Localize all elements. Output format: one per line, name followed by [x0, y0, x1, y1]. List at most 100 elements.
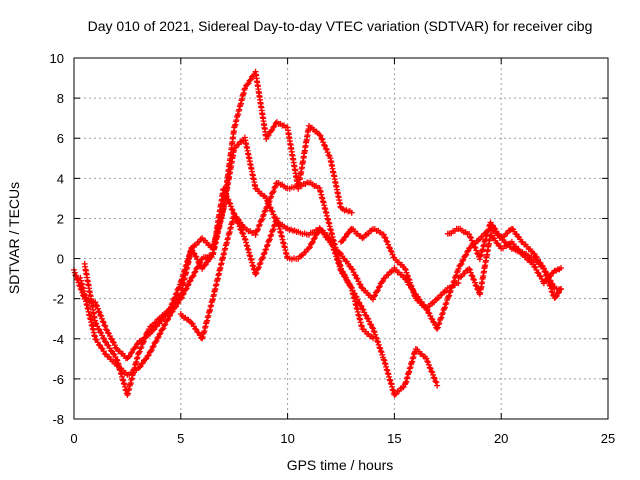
data-point — [339, 237, 346, 244]
data-point — [138, 360, 145, 367]
data-point — [244, 81, 251, 88]
x-tick-label: 25 — [601, 431, 615, 446]
data-point — [252, 231, 259, 238]
data-point — [256, 221, 263, 228]
data-point — [424, 358, 431, 365]
data-point — [372, 334, 379, 341]
data-point — [474, 285, 481, 292]
data-point — [168, 309, 175, 316]
data-point — [340, 271, 347, 278]
data-point — [133, 341, 140, 348]
data-point — [536, 272, 543, 279]
data-point — [112, 344, 119, 351]
data-point — [149, 327, 156, 334]
data-point — [228, 206, 235, 213]
data-point — [225, 197, 232, 204]
data-point — [467, 234, 474, 241]
data-point — [190, 249, 197, 256]
data-point — [270, 124, 277, 131]
data-point — [345, 230, 352, 237]
data-point — [221, 187, 228, 194]
y-tick-label: -6 — [52, 372, 64, 387]
data-point — [266, 236, 273, 243]
data-point — [379, 351, 386, 358]
data-point — [370, 335, 377, 342]
data-point — [103, 326, 110, 333]
data-point — [189, 273, 196, 280]
data-point — [236, 223, 243, 230]
data-point — [447, 287, 454, 294]
data-point — [473, 247, 480, 254]
data-point — [127, 350, 134, 357]
data-point — [177, 295, 184, 302]
data-point — [488, 221, 495, 228]
data-point — [232, 216, 239, 223]
data-point — [438, 314, 445, 321]
data-point — [320, 139, 327, 146]
data-point — [386, 244, 393, 251]
data-point — [457, 261, 464, 268]
data-point — [455, 265, 462, 272]
data-point — [71, 269, 78, 276]
data-point — [246, 77, 253, 84]
data-point — [446, 289, 453, 296]
x-tick-label: 5 — [177, 431, 184, 446]
data-point — [435, 321, 442, 328]
data-point — [540, 265, 547, 272]
data-point — [308, 240, 315, 247]
data-point — [459, 257, 466, 264]
data-point — [373, 288, 380, 295]
data-point — [184, 282, 191, 289]
data-point — [169, 308, 176, 315]
data-point — [263, 135, 270, 142]
data-point — [227, 203, 234, 210]
data-point — [325, 151, 332, 158]
data-point — [319, 136, 326, 143]
data-point — [264, 203, 271, 210]
data-point — [468, 272, 475, 279]
data-point — [382, 235, 389, 242]
data-point — [345, 280, 352, 287]
data-point — [404, 272, 411, 279]
data-point — [165, 316, 172, 323]
data-point — [266, 198, 273, 205]
data-point — [263, 205, 270, 212]
x-tick-label: 15 — [387, 431, 401, 446]
data-point — [161, 322, 168, 329]
data-point — [271, 223, 278, 230]
data-point — [469, 273, 476, 280]
data-point — [314, 229, 321, 236]
data-point — [196, 260, 203, 267]
data-point — [356, 280, 363, 287]
data-point — [192, 325, 199, 332]
data-point — [546, 281, 553, 288]
data-point — [451, 277, 458, 284]
data-point — [532, 253, 539, 260]
data-point — [372, 331, 379, 338]
data-point — [261, 208, 268, 215]
data-point — [458, 260, 465, 267]
data-point — [138, 344, 145, 351]
data-point — [148, 347, 155, 354]
data-point — [443, 300, 450, 307]
data-point — [310, 236, 317, 243]
data-point — [222, 190, 229, 197]
data-point — [233, 217, 240, 224]
data-point — [135, 349, 142, 356]
data-point — [144, 329, 151, 336]
data-point — [268, 193, 275, 200]
data-point — [166, 313, 173, 320]
data-point — [95, 308, 102, 315]
data-point — [402, 265, 409, 272]
data-point — [358, 284, 365, 291]
data-point — [429, 369, 436, 376]
data-point — [407, 279, 414, 286]
data-point — [95, 325, 102, 332]
data-point — [229, 207, 236, 214]
data-point — [313, 230, 320, 237]
data-point — [462, 252, 469, 259]
data-point — [321, 142, 328, 149]
axis-ticks: 0 5 10 15 20 25 -8 -6 -4 -2 0 2 4 6 8 10 — [50, 51, 616, 446]
data-point — [441, 304, 448, 311]
data-point — [408, 283, 415, 290]
